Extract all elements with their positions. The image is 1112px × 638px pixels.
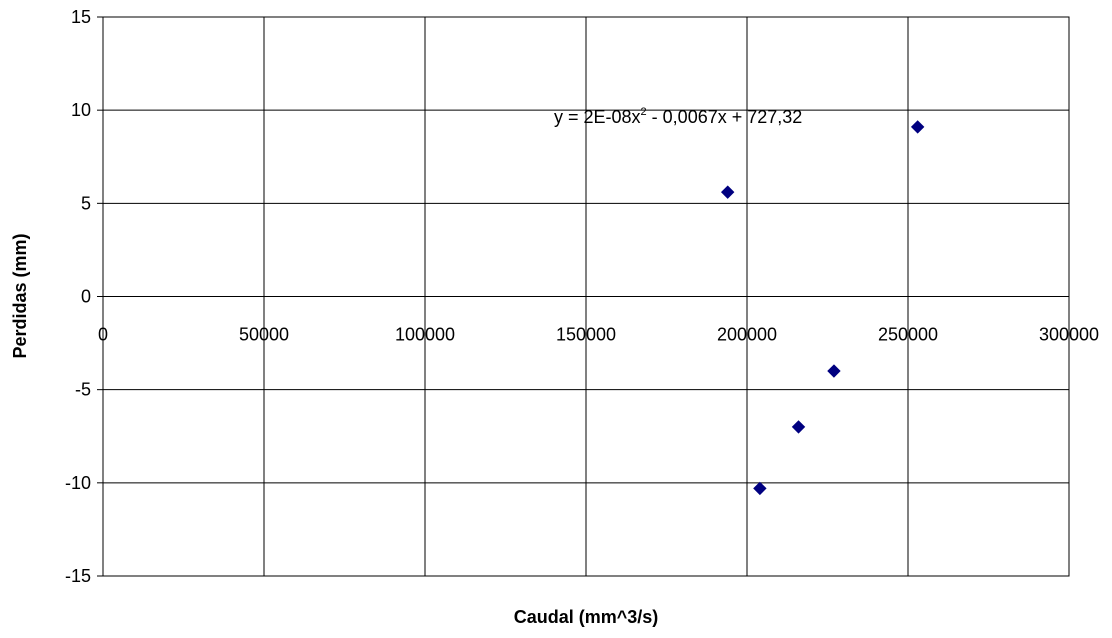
y-tick-label: -15 — [65, 566, 91, 586]
data-point-diamond — [791, 420, 806, 434]
equation-prefix: y = 2E-08x — [554, 107, 641, 127]
y-axis-title: Perdidas (mm) — [10, 233, 30, 358]
y-tick-label: -5 — [75, 380, 91, 400]
y-tick-label: 15 — [71, 7, 91, 27]
axes — [97, 16, 1070, 577]
tick-labels: -15 -10 -5 0 5 10 15 0 50000 100000 150000 200000 25… — [65, 7, 1099, 586]
data-point-diamond — [720, 185, 735, 199]
y-tick-label: 5 — [81, 193, 91, 213]
x-tick-label: 0 — [98, 325, 108, 345]
y-tick-label: 0 — [81, 287, 91, 307]
x-tick-label: 150000 — [556, 325, 616, 345]
data-points — [720, 120, 925, 496]
equation-suffix: - 0,0067x + 727,32 — [647, 107, 803, 127]
y-tick-label: -10 — [65, 473, 91, 493]
y-tick-label: 10 — [71, 100, 91, 120]
data-point-diamond — [827, 364, 841, 378]
x-axis-title: Caudal (mm^3/s) — [514, 607, 659, 627]
equation-superscript: 2 — [641, 106, 647, 118]
x-tick-label: 100000 — [395, 325, 455, 345]
trendline-equation: y = 2E-08x2 - 0,0067x + 727,32 — [554, 106, 802, 127]
data-point-diamond — [753, 481, 767, 496]
x-tick-label: 200000 — [717, 325, 777, 345]
x-tick-label: 250000 — [878, 325, 938, 345]
x-tick-label: 50000 — [239, 325, 289, 345]
data-point-diamond — [910, 120, 925, 134]
x-tick-label: 300000 — [1039, 325, 1099, 345]
